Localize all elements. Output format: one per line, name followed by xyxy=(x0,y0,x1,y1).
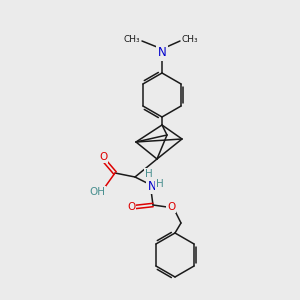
Text: CH₃: CH₃ xyxy=(182,35,199,44)
Text: N: N xyxy=(158,46,166,59)
Text: CH₃: CH₃ xyxy=(123,35,140,44)
Text: O: O xyxy=(167,202,175,212)
Text: O: O xyxy=(99,152,107,162)
Text: H: H xyxy=(145,169,153,179)
Text: N: N xyxy=(148,179,156,193)
Text: OH: OH xyxy=(89,187,105,197)
Text: H: H xyxy=(156,179,164,189)
Text: O: O xyxy=(127,202,135,212)
